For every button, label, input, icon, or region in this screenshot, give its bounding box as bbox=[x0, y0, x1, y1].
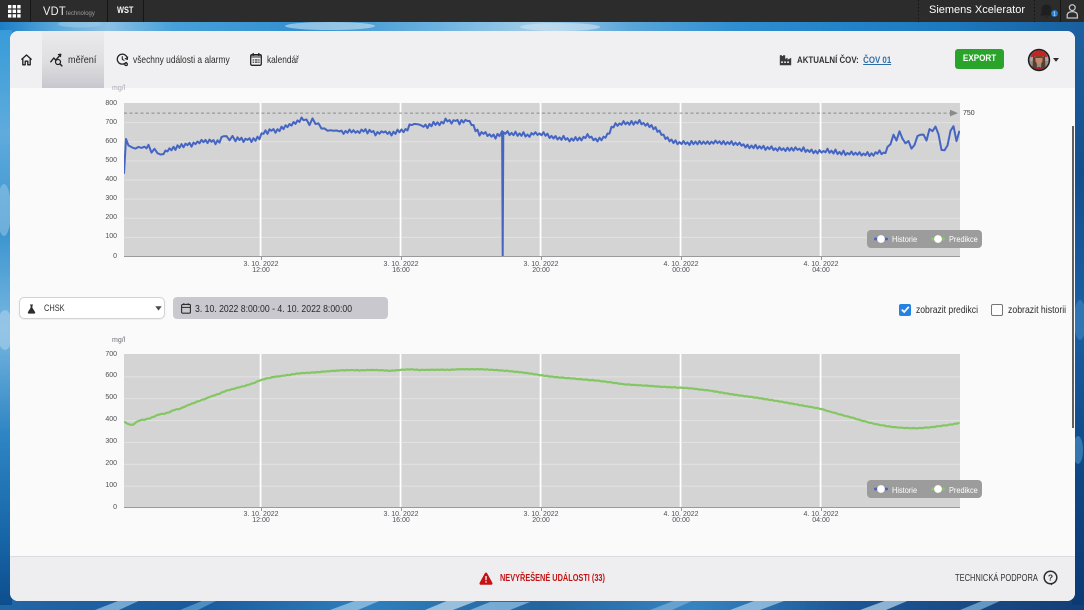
svg-text:1: 1 bbox=[1053, 12, 1056, 17]
svg-text:?: ? bbox=[1048, 572, 1053, 582]
